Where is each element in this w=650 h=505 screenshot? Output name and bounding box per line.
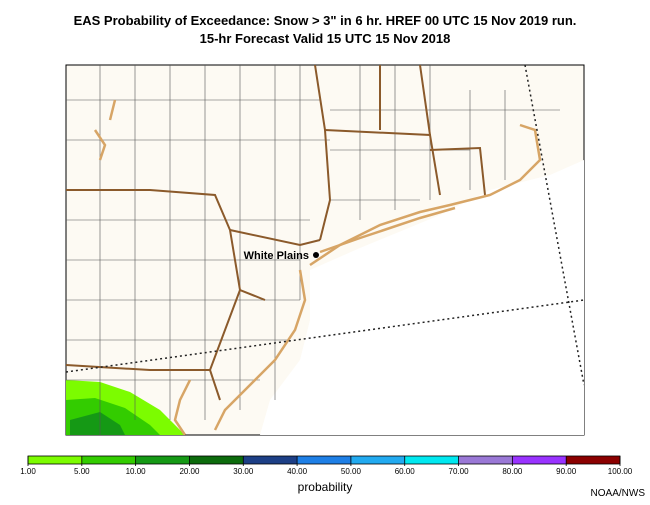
title-line: EAS Probability of Exceedance: Snow > 3"… <box>74 13 577 28</box>
colorbar: 1.00 5.00 10.00 20.00 30.00 40.00 50.00 60.00 70… <box>20 455 633 476</box>
map: White Plains <box>65 64 585 436</box>
state-lines <box>66 65 486 401</box>
colorbar-segment <box>81 456 136 464</box>
snow-area <box>70 412 125 435</box>
title-line: 15-hr Forecast Valid 15 UTC 15 Nov 2018 <box>200 31 451 46</box>
county-lines <box>66 65 560 435</box>
colorbar-tick-label: 1.00 <box>20 467 36 476</box>
colorbar-segment <box>189 456 244 464</box>
colorbar-tick-label: 5.00 <box>74 467 90 476</box>
colorbar-segment <box>297 456 351 464</box>
colorbar-tick-label: 80.00 <box>502 467 523 476</box>
colorbar-tick-label: 50.00 <box>341 467 362 476</box>
colorbar-tick-label: 30.00 <box>233 467 254 476</box>
colorbar-tick-label: 10.00 <box>126 467 147 476</box>
colorbar-tick-label: 20.00 <box>179 467 200 476</box>
colorbar-segment <box>350 456 405 464</box>
colorbar-tick-label: 70.00 <box>449 467 470 476</box>
coastline <box>93 99 542 435</box>
colorbar-segment <box>512 456 567 464</box>
colorbar-segment <box>458 456 513 464</box>
colorbar-segment <box>28 456 82 464</box>
city-marker <box>313 252 319 258</box>
colorbar-tick-label: 60.00 <box>395 467 416 476</box>
grid-lines <box>66 65 584 386</box>
colorbar-segment <box>135 456 190 464</box>
colorbar-tick-label: 40.00 <box>287 467 308 476</box>
colorbar-tick-label: 100.00 <box>608 467 633 476</box>
colorbar-tick-label: 90.00 <box>556 467 577 476</box>
colorbar-label: probability <box>298 480 353 494</box>
credit: NOAA/NWS <box>591 488 646 499</box>
colorbar-segment <box>243 456 298 464</box>
colorbar-segment <box>566 456 620 464</box>
city-label: White Plains <box>244 250 309 262</box>
colorbar-segment <box>404 456 459 464</box>
ocean <box>260 160 584 435</box>
